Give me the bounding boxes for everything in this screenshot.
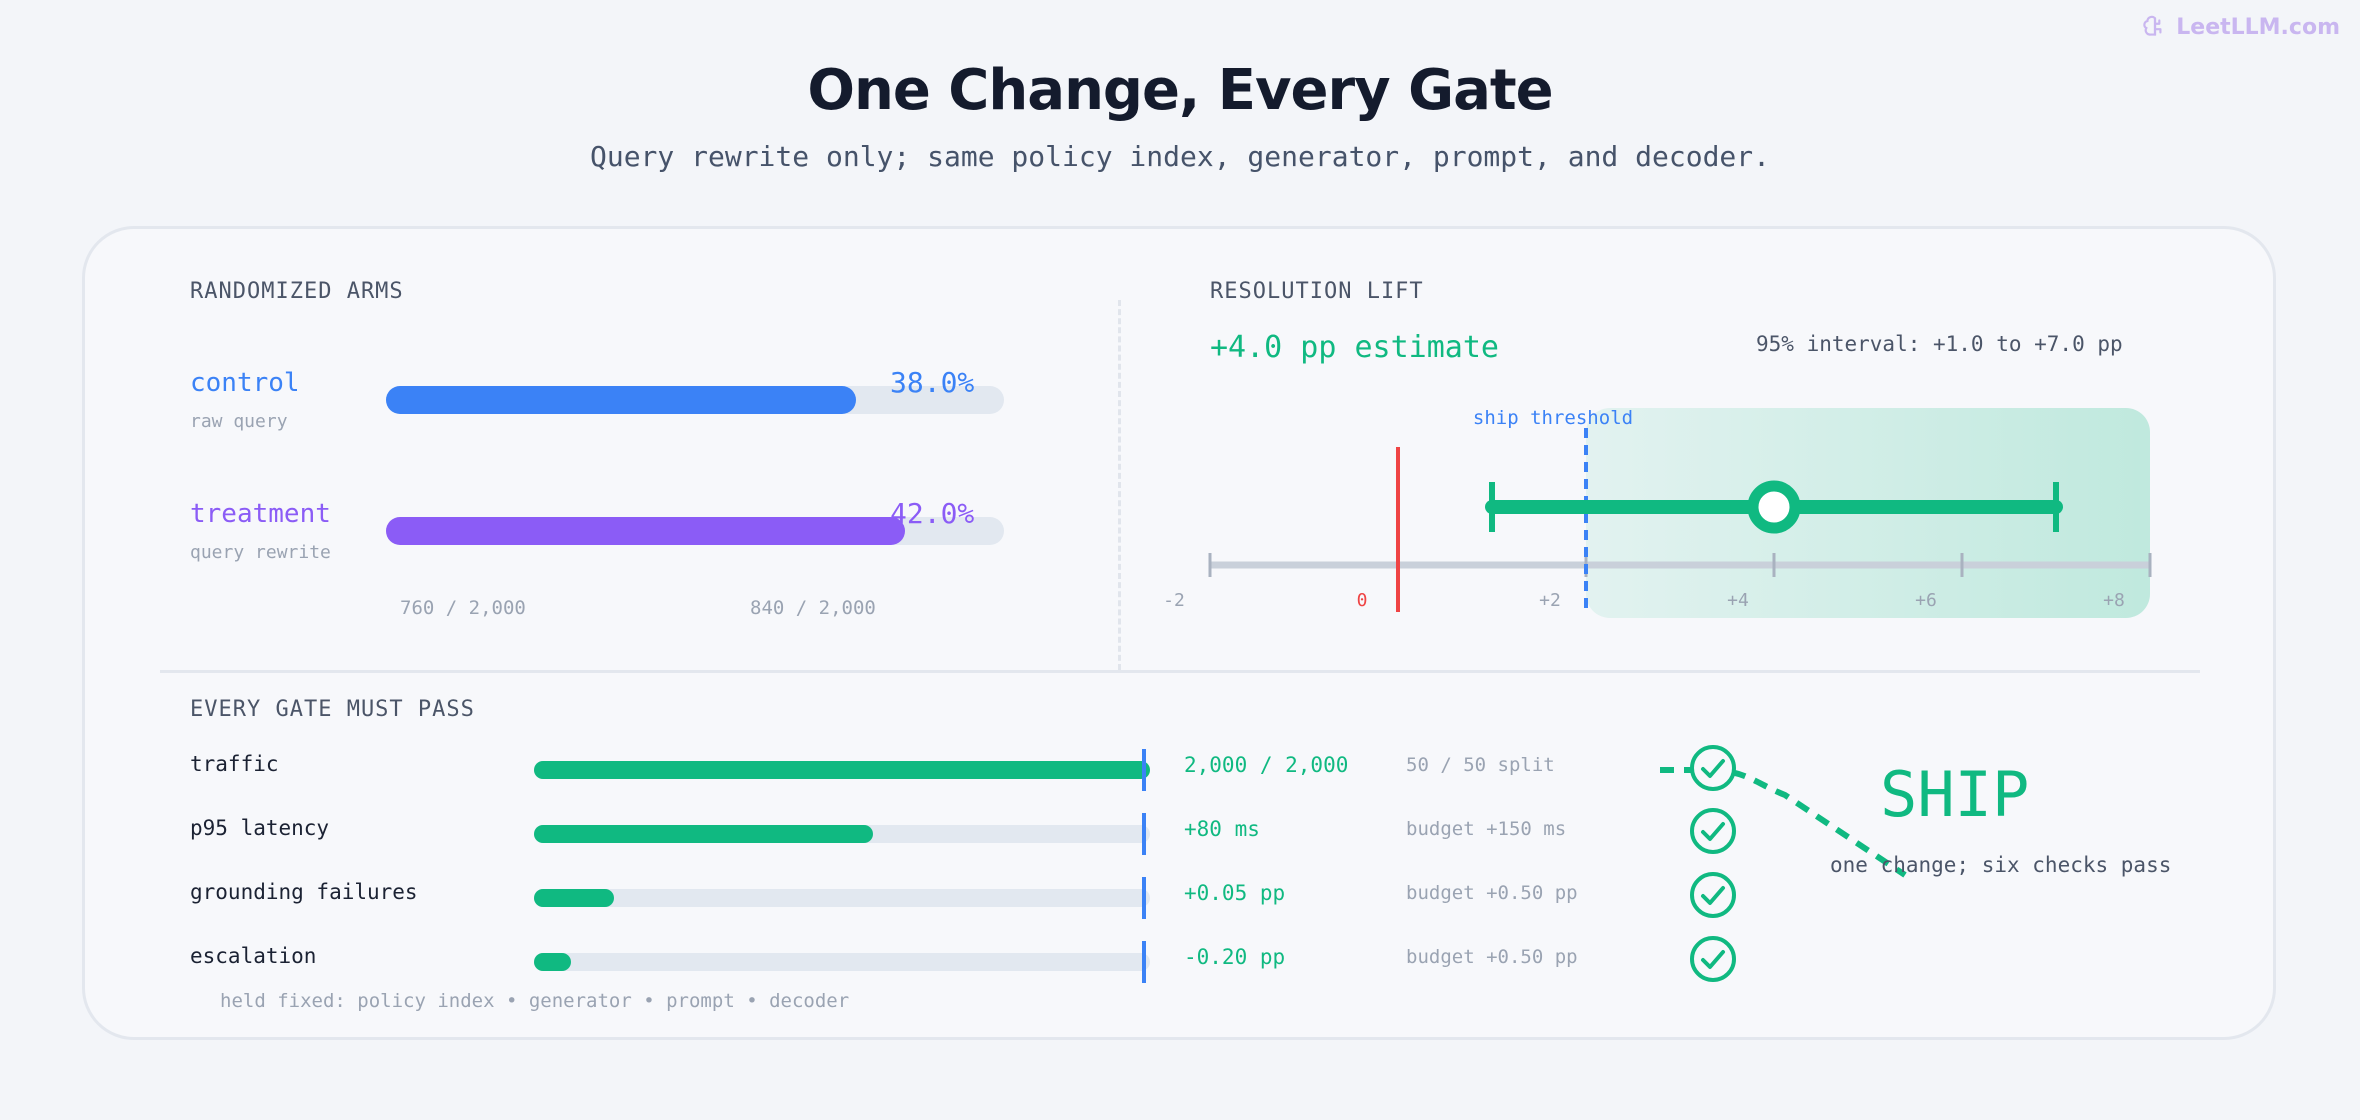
threshold-label: ship threshold (1473, 407, 1633, 429)
arm-bar-control (386, 386, 856, 414)
arm-name-control: control (190, 368, 300, 398)
arm-count-treatment: 840 / 2,000 (750, 597, 876, 619)
gates-section-label: EVERY GATE MUST PASS (190, 697, 475, 722)
lift-estimate-label: +4.0 pp estimate (1210, 330, 1499, 365)
arm-track-control (386, 386, 1004, 414)
arm-sub-treatment: query rewrite (190, 542, 331, 563)
lift-chart: -2 0 +2 +4 +6 +8 ship threshold (1163, 407, 2152, 618)
lift-interval-label: 95% interval: +1.0 to +7.0 pp (1756, 332, 2123, 356)
gate-name-escalation: escalation (190, 944, 317, 968)
gate-bar-traffic (534, 761, 1150, 779)
check-circle-icon (1690, 936, 1736, 982)
gate-limit-escalation (1142, 941, 1146, 983)
axis-tick-label: +4 (1727, 590, 1749, 611)
gate-value-grounding: +0.05 pp (1184, 881, 1286, 905)
page-title: One Change, Every Gate (807, 58, 1553, 123)
brand-name: LeetLLM.com (2176, 14, 2340, 40)
gate-track-escalation (534, 953, 1150, 971)
held-fixed-note: held fixed: policy index • generator • p… (220, 990, 850, 1012)
arm-pct-treatment: 42.0% (890, 497, 975, 530)
gate-budget-escalation: budget +0.50 pp (1406, 946, 1578, 968)
section-divider-horizontal (160, 670, 2200, 673)
gate-value-traffic: 2,000 / 2,000 (1184, 753, 1349, 777)
gate-track-traffic (534, 761, 1150, 779)
gate-budget-latency: budget +150 ms (1406, 818, 1567, 840)
gate-limit-grounding (1142, 877, 1146, 919)
gate-name-latency: p95 latency (190, 816, 330, 840)
section-divider-vertical (1118, 300, 1121, 670)
arms-section-label: RANDOMIZED ARMS (190, 279, 404, 304)
gate-bar-latency (534, 825, 873, 843)
ship-note: one change; six checks pass (1830, 853, 2172, 877)
estimate-point (1747, 480, 1801, 534)
results-card (82, 226, 2276, 1040)
arm-bar-treatment (386, 517, 906, 545)
gate-bar-grounding (534, 889, 615, 907)
arm-count-control: 760 / 2,000 (400, 597, 526, 619)
axis-tick-label: +6 (1915, 590, 1937, 611)
axis-tick-label: +8 (2103, 590, 2125, 611)
gate-bar-escalation (534, 953, 571, 971)
axis-tick-label: -2 (1163, 590, 1185, 611)
check-circle-icon (1690, 808, 1736, 854)
gate-name-grounding: grounding failures (190, 880, 418, 904)
gate-track-latency (534, 825, 1150, 843)
arm-track-treatment (386, 517, 1004, 545)
gate-limit-latency (1142, 813, 1146, 855)
lift-section-label: RESOLUTION LIFT (1210, 279, 1424, 304)
arm-name-treatment: treatment (190, 499, 331, 529)
gate-budget-traffic: 50 / 50 split (1406, 754, 1555, 776)
gate-track-grounding (534, 889, 1150, 907)
gate-limit-traffic (1142, 749, 1146, 791)
brain-icon (2143, 15, 2162, 36)
axis-tick-label: 0 (1357, 590, 1368, 611)
arm-pct-control: 38.0% (890, 366, 975, 399)
arm-sub-control: raw query (190, 411, 288, 432)
gate-value-latency: +80 ms (1184, 817, 1260, 841)
gate-value-escalation: -0.20 pp (1184, 945, 1286, 969)
page-subtitle: Query rewrite only; same policy index, g… (589, 140, 1771, 173)
check-circle-icon (1690, 745, 1736, 791)
brand-logo[interactable]: LeetLLM.com (2142, 14, 2340, 40)
axis-tick-label: +2 (1539, 590, 1561, 611)
ship-verdict: SHIP (1880, 758, 2030, 831)
gate-name-traffic: traffic (190, 752, 279, 776)
check-circle-icon (1690, 872, 1736, 918)
gate-budget-grounding: budget +0.50 pp (1406, 882, 1578, 904)
